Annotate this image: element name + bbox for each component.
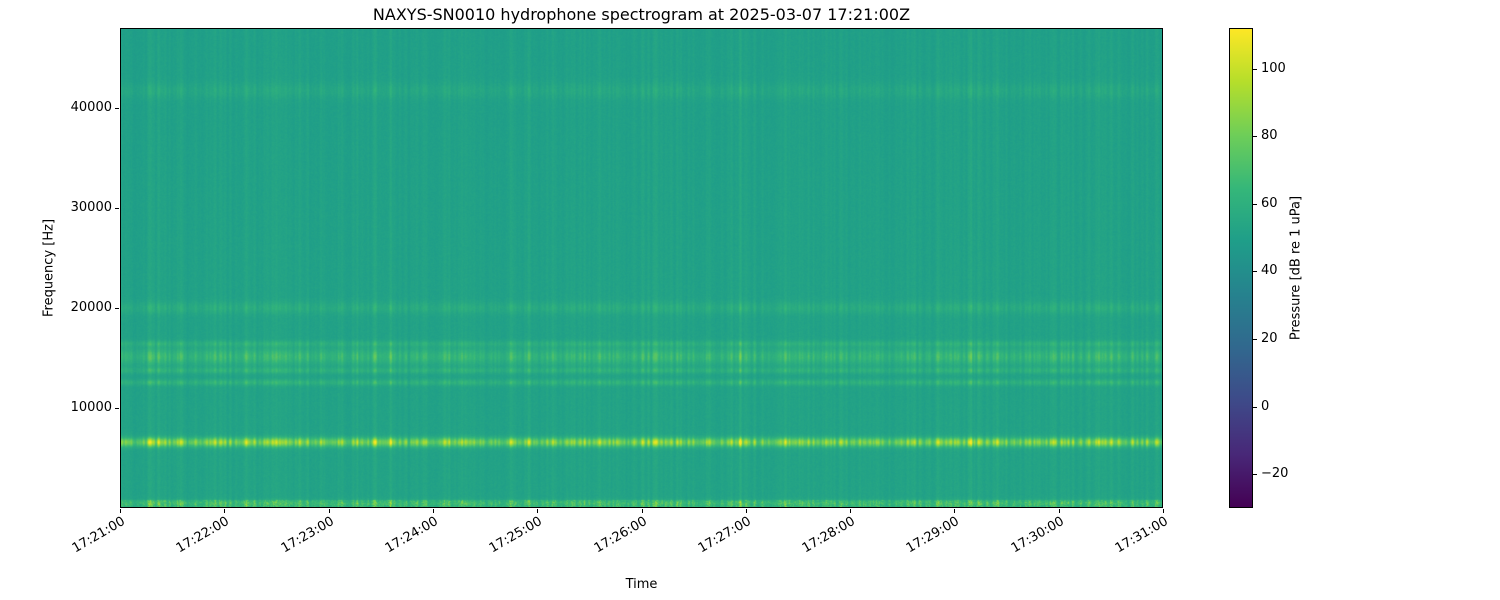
x-tick-label: 17:26:00	[591, 514, 650, 557]
colorbar-tick-label: 40	[1261, 263, 1278, 278]
colorbar-tick-mark	[1253, 339, 1257, 340]
plot-area	[120, 28, 1163, 508]
x-tick-label: 17:28:00	[799, 514, 858, 557]
colorbar-tick-mark	[1253, 271, 1257, 272]
colorbar-tick-label: 60	[1261, 196, 1278, 211]
colorbar-tick-mark	[1253, 204, 1257, 205]
x-tick-mark	[954, 509, 955, 513]
colorbar-gradient	[1230, 29, 1252, 507]
x-tick-mark	[1059, 509, 1060, 513]
x-tick-mark	[537, 509, 538, 513]
colorbar-tick-label: 100	[1261, 61, 1286, 76]
x-tick-label: 17:30:00	[1008, 514, 1067, 557]
colorbar-tick-mark	[1253, 136, 1257, 137]
x-tick-label: 17:29:00	[903, 514, 962, 557]
x-tick-mark	[746, 509, 747, 513]
colorbar-tick-mark	[1253, 69, 1257, 70]
colorbar-tick-label: 20	[1261, 331, 1278, 346]
x-tick-mark	[329, 509, 330, 513]
x-tick-mark	[224, 509, 225, 513]
x-axis-label: Time	[625, 577, 658, 592]
colorbar-label: Pressure [dB re 1 uPa]	[1288, 195, 1304, 341]
x-tick-label: 17:25:00	[486, 514, 545, 557]
y-tick-label: 10000	[70, 400, 112, 415]
x-tick-mark	[433, 509, 434, 513]
x-tick-label: 17:23:00	[278, 514, 337, 557]
colorbar-tick-mark	[1253, 407, 1257, 408]
x-tick-mark	[850, 509, 851, 513]
y-tick-label: 40000	[70, 100, 112, 115]
x-tick-mark	[642, 509, 643, 513]
x-tick-label: 17:24:00	[382, 514, 441, 557]
y-tick-label: 20000	[70, 300, 112, 315]
colorbar-tick-label: 0	[1261, 399, 1270, 414]
x-tick-label: 17:22:00	[173, 514, 232, 557]
x-tick-label: 17:27:00	[695, 514, 754, 557]
y-tick-label: 30000	[70, 200, 112, 215]
colorbar	[1229, 28, 1253, 508]
y-tick-mark	[115, 208, 119, 209]
x-tick-mark	[1163, 509, 1164, 513]
spectrogram-canvas	[121, 29, 1162, 507]
colorbar-tick-label: −20	[1261, 466, 1289, 481]
x-tick-mark	[120, 509, 121, 513]
x-tick-label: 17:31:00	[1112, 514, 1171, 557]
colorbar-tick-mark	[1253, 474, 1257, 475]
chart-title: NAXYS-SN0010 hydrophone spectrogram at 2…	[372, 5, 911, 24]
colorbar-tick-label: 80	[1261, 128, 1278, 143]
y-tick-mark	[115, 108, 119, 109]
x-tick-label: 17:21:00	[69, 514, 128, 557]
y-tick-mark	[115, 408, 119, 409]
y-tick-mark	[115, 308, 119, 309]
